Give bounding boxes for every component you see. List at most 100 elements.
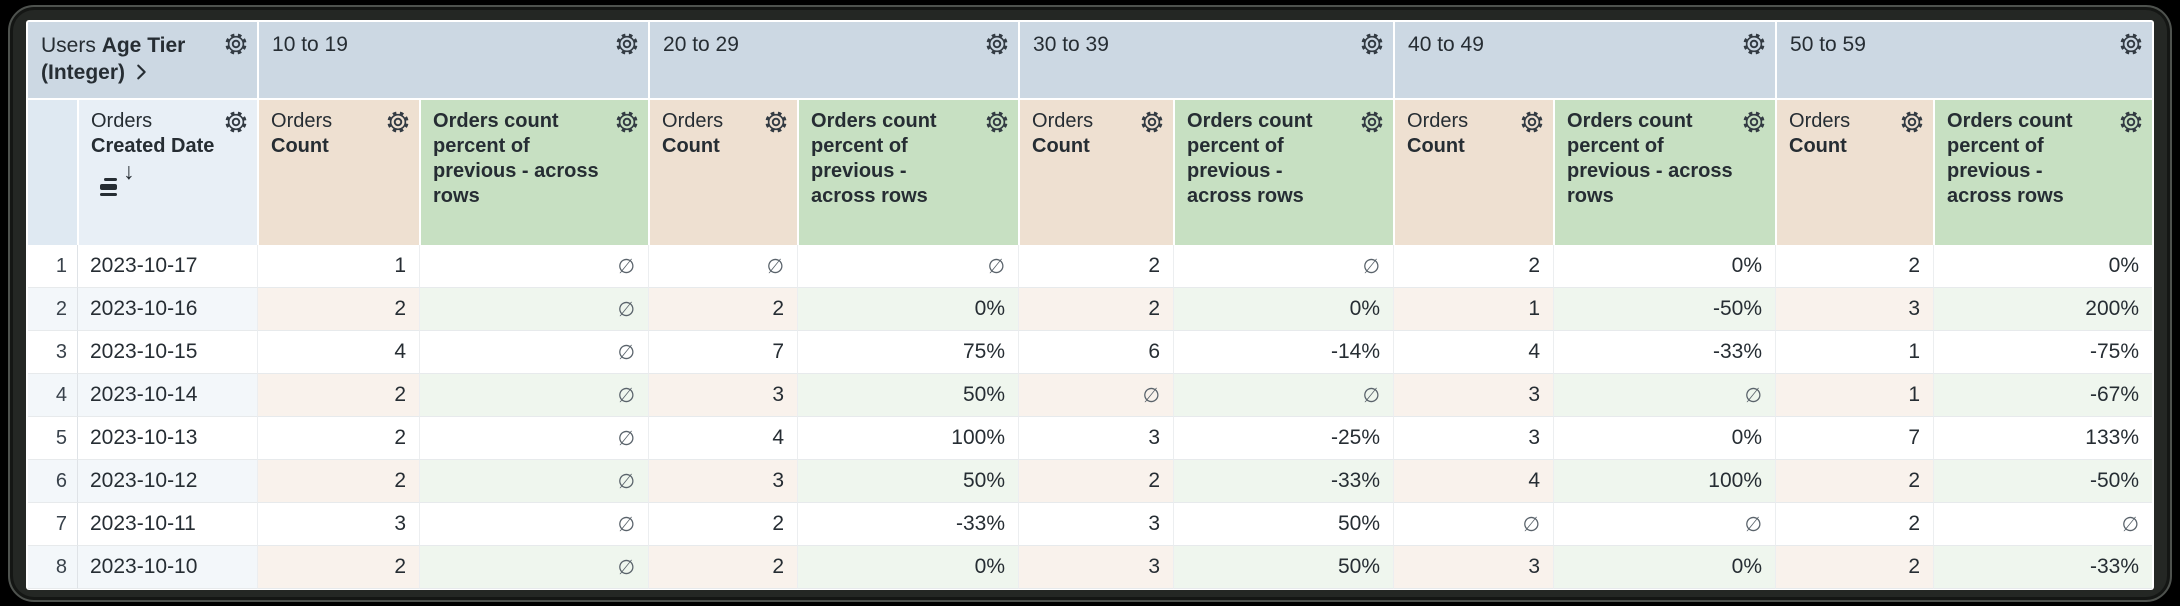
percent-cell[interactable]: ∅ [1933,503,2153,546]
count-cell[interactable]: 3 [1018,417,1174,460]
percent-cell[interactable]: -14% [1173,331,1394,374]
count-cell[interactable]: 2 [1393,245,1554,288]
count-cell[interactable]: 2 [1775,503,1934,546]
gear-icon[interactable] [385,109,411,135]
count-cell[interactable]: 1 [1775,331,1934,374]
count-cell[interactable]: ∅ [1393,503,1554,546]
percent-cell[interactable]: 133% [1933,417,2153,460]
percent-cell[interactable]: 50% [1173,546,1394,589]
gear-icon[interactable] [1359,109,1385,135]
measure-header-percent-of-previous[interactable]: Orders count percent of previous - acros… [1933,98,2153,245]
dimension-header-orders-created-date[interactable]: Orders Created Date ↓ [77,98,258,245]
pivot-value-header[interactable]: 10 to 19 [257,22,649,98]
gear-icon[interactable] [223,109,249,135]
percent-cell[interactable]: -33% [797,503,1019,546]
count-cell[interactable]: 3 [1018,503,1174,546]
percent-cell[interactable]: -33% [1553,331,1776,374]
date-cell[interactable]: 2023-10-14 [77,374,258,417]
count-cell[interactable]: 6 [1018,331,1174,374]
measure-header-percent-of-previous[interactable]: Orders count percent of previous - acros… [797,98,1019,245]
measure-header-orders-count[interactable]: Orders Count [1018,98,1174,245]
percent-cell[interactable]: ∅ [419,503,649,546]
count-cell[interactable]: 3 [1393,546,1554,589]
percent-cell[interactable]: 200% [1933,288,2153,331]
gear-icon[interactable] [984,31,1010,57]
count-cell[interactable]: ∅ [648,245,798,288]
count-cell[interactable]: 3 [1393,374,1554,417]
sort-descending-arrow-icon[interactable]: ↓ [123,158,135,184]
count-cell[interactable]: 4 [1393,331,1554,374]
count-cell[interactable]: 2 [257,417,420,460]
gear-icon[interactable] [984,109,1010,135]
count-cell[interactable]: 2 [257,546,420,589]
count-cell[interactable]: 2 [1775,245,1934,288]
count-cell[interactable]: 7 [1775,417,1934,460]
measure-header-percent-of-previous[interactable]: Orders count percent of previous - acros… [1173,98,1394,245]
chevron-right-icon[interactable] [130,61,152,90]
percent-cell[interactable]: 0% [1553,546,1776,589]
measure-header-orders-count[interactable]: Orders Count [1775,98,1934,245]
count-cell[interactable]: 3 [648,374,798,417]
count-cell[interactable]: 3 [1393,417,1554,460]
percent-cell[interactable]: 75% [797,331,1019,374]
count-cell[interactable]: 4 [257,331,420,374]
percent-cell[interactable]: -33% [1933,546,2153,589]
percent-cell[interactable]: -67% [1933,374,2153,417]
measure-header-percent-of-previous[interactable]: Orders count percent of previous - acros… [419,98,649,245]
percent-cell[interactable]: ∅ [419,374,649,417]
measure-header-percent-of-previous[interactable]: Orders count percent of previous - acros… [1553,98,1776,245]
percent-cell[interactable]: -50% [1553,288,1776,331]
pivot-value-header[interactable]: 50 to 59 [1775,22,2153,98]
date-cell[interactable]: 2023-10-10 [77,546,258,589]
count-cell[interactable]: 3 [1018,546,1174,589]
gear-icon[interactable] [1899,109,1925,135]
percent-cell[interactable]: ∅ [419,417,649,460]
sort-icon[interactable] [100,178,117,196]
count-cell[interactable]: 1 [257,245,420,288]
measure-header-orders-count[interactable]: Orders Count [1393,98,1554,245]
count-cell[interactable]: 2 [1018,460,1174,503]
gear-icon[interactable] [2118,109,2144,135]
percent-cell[interactable]: ∅ [419,331,649,374]
percent-cell[interactable]: 50% [797,460,1019,503]
percent-cell[interactable]: ∅ [1553,374,1776,417]
count-cell[interactable]: 1 [1393,288,1554,331]
gear-icon[interactable] [1741,31,1767,57]
count-cell[interactable]: 2 [1775,546,1934,589]
gear-icon[interactable] [223,31,249,57]
count-cell[interactable]: ∅ [1018,374,1174,417]
count-cell[interactable]: 3 [257,503,420,546]
count-cell[interactable]: 2 [257,460,420,503]
gear-icon[interactable] [2118,31,2144,57]
percent-cell[interactable]: ∅ [1173,374,1394,417]
percent-cell[interactable]: 0% [1553,417,1776,460]
gear-icon[interactable] [763,109,789,135]
percent-cell[interactable]: ∅ [797,245,1019,288]
percent-cell[interactable]: 100% [1553,460,1776,503]
percent-cell[interactable]: 0% [797,546,1019,589]
count-cell[interactable]: 4 [1393,460,1554,503]
percent-cell[interactable]: 0% [1933,245,2153,288]
gear-icon[interactable] [1359,31,1385,57]
gear-icon[interactable] [1741,109,1767,135]
pivot-field-header[interactable]: Users Age Tier (Integer) [28,22,258,98]
count-cell[interactable]: 2 [648,546,798,589]
gear-icon[interactable] [614,109,640,135]
percent-cell[interactable]: 100% [797,417,1019,460]
gear-icon[interactable] [1139,109,1165,135]
percent-cell[interactable]: -25% [1173,417,1394,460]
percent-cell[interactable]: -75% [1933,331,2153,374]
percent-cell[interactable]: ∅ [1173,245,1394,288]
percent-cell[interactable]: ∅ [419,288,649,331]
date-cell[interactable]: 2023-10-16 [77,288,258,331]
pivot-value-header[interactable]: 20 to 29 [648,22,1019,98]
count-cell[interactable]: 1 [1775,374,1934,417]
date-cell[interactable]: 2023-10-11 [77,503,258,546]
percent-cell[interactable]: ∅ [1553,503,1776,546]
gear-icon[interactable] [614,31,640,57]
count-cell[interactable]: 2 [648,503,798,546]
gear-icon[interactable] [1519,109,1545,135]
percent-cell[interactable]: 0% [797,288,1019,331]
count-cell[interactable]: 2 [1018,288,1174,331]
pivot-value-header[interactable]: 30 to 39 [1018,22,1394,98]
